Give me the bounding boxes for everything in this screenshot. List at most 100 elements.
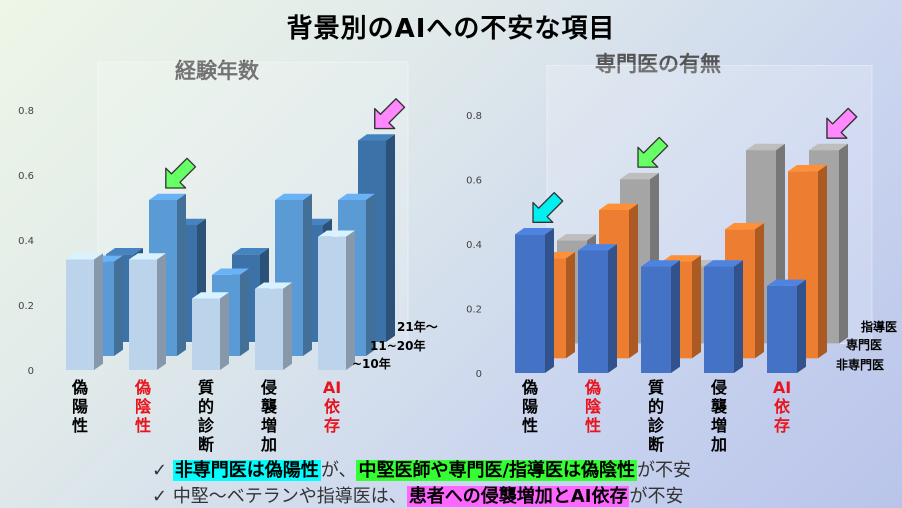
category-label: 質的診断 bbox=[648, 378, 665, 454]
bar-top bbox=[255, 282, 292, 289]
bar-side bbox=[346, 230, 355, 370]
bar-front bbox=[641, 266, 671, 373]
bar-front bbox=[66, 259, 94, 370]
bar-side bbox=[692, 255, 701, 359]
series-label: 21年～ bbox=[397, 319, 438, 334]
category-label: 偽陰性 bbox=[584, 378, 602, 435]
y-tick-label: 0.6 bbox=[466, 176, 482, 187]
y-tick-label: 0.8 bbox=[466, 111, 482, 122]
bar-side bbox=[114, 255, 123, 356]
category-label: AI 依存 bbox=[323, 378, 341, 435]
category-label: 偽陰性 bbox=[134, 378, 152, 435]
bar-top bbox=[106, 247, 143, 255]
bar-top bbox=[318, 230, 355, 237]
bar-top bbox=[662, 255, 701, 262]
bar-front bbox=[767, 285, 797, 373]
series-label: 専門医 bbox=[846, 337, 882, 352]
y-tick-label: 0 bbox=[476, 369, 482, 380]
bar-top bbox=[767, 279, 806, 286]
bar-top bbox=[599, 203, 638, 210]
highlight-arrow bbox=[374, 98, 406, 130]
bar-top bbox=[704, 260, 743, 267]
bar-top bbox=[557, 234, 596, 241]
bar-side bbox=[94, 253, 103, 370]
bar bbox=[192, 292, 229, 370]
check-mark-icon: ✓ bbox=[152, 486, 173, 507]
category-label: 侵襲増加 bbox=[710, 378, 728, 454]
bar-top bbox=[578, 244, 617, 251]
y-tick-label: 0.2 bbox=[466, 305, 482, 316]
bar-top bbox=[129, 253, 166, 260]
bar-side bbox=[283, 282, 292, 370]
bar-side bbox=[839, 143, 848, 344]
series-label: 非専門医 bbox=[836, 357, 884, 372]
bar-side bbox=[303, 193, 312, 356]
y-tick-label: 0.4 bbox=[18, 236, 34, 247]
category-label: 質的診断 bbox=[198, 378, 215, 454]
bar-top bbox=[338, 193, 375, 200]
bar bbox=[578, 244, 617, 373]
series-label: 指導医 bbox=[861, 319, 897, 334]
bar-side bbox=[797, 279, 806, 373]
note-line-2: ✓ 中堅～ベテランや指導医は、 患者への侵襲増加とAI依存 が不安 bbox=[152, 482, 683, 508]
bar-top bbox=[620, 172, 659, 180]
bar-front bbox=[515, 234, 545, 373]
slide-title: 背景別のAIへの不安な項目 bbox=[286, 14, 616, 44]
chart-title-specialist: 専門医の有無 bbox=[595, 52, 721, 76]
bar-side bbox=[629, 203, 638, 359]
highlighted-text: 非専門医は偽陽性 bbox=[172, 460, 321, 481]
bar bbox=[515, 228, 554, 373]
note-line-1: ✓ 非専門医は偽陽性 が、 中堅医師や専門医/指導医は偽陰性 が不安 bbox=[152, 456, 691, 482]
highlighted-text: 患者への侵襲増加とAI依存 bbox=[406, 486, 630, 507]
bar-top bbox=[192, 292, 229, 299]
bar-front bbox=[578, 250, 608, 373]
bar-side bbox=[566, 252, 575, 359]
bar-side bbox=[608, 244, 617, 373]
bar bbox=[318, 230, 355, 370]
highlight-arrow bbox=[637, 136, 669, 168]
bar-side bbox=[366, 193, 375, 356]
y-tick-label: 0 bbox=[28, 366, 34, 377]
bar bbox=[66, 253, 103, 370]
bar-side bbox=[818, 164, 827, 359]
highlight-arrow bbox=[165, 157, 197, 189]
bar bbox=[641, 260, 680, 373]
note-text: が、 bbox=[320, 460, 357, 481]
series-label: 11~20年 bbox=[370, 338, 425, 353]
bar-side bbox=[734, 260, 743, 373]
note-text: が不安 bbox=[629, 486, 684, 507]
category-label: 侵襲増加 bbox=[260, 378, 278, 454]
category-label: 偽陽性 bbox=[521, 378, 538, 435]
bar-top bbox=[358, 134, 395, 141]
bar bbox=[255, 282, 292, 370]
bar-side bbox=[220, 292, 229, 370]
bar-front bbox=[192, 298, 220, 370]
bar-top bbox=[725, 223, 764, 230]
bar-top bbox=[746, 143, 785, 151]
y-tick-label: 0.8 bbox=[18, 106, 34, 117]
y-tick-label: 0.4 bbox=[466, 240, 482, 251]
note-text: 中堅～ベテランや指導医は、 bbox=[172, 486, 407, 507]
bar-side bbox=[671, 260, 680, 373]
highlight-arrow bbox=[532, 191, 564, 223]
series-label: ~10年 bbox=[352, 356, 391, 371]
bar-top bbox=[232, 247, 269, 255]
bar-front bbox=[255, 288, 283, 370]
bar-top bbox=[515, 228, 554, 235]
y-tick-label: 0.6 bbox=[18, 171, 34, 182]
highlighted-text: 中堅医師や専門医/指導医は偽陰性 bbox=[356, 460, 638, 481]
bar-side bbox=[755, 223, 764, 359]
bar-side bbox=[240, 268, 249, 356]
bar-top bbox=[212, 268, 249, 275]
bar-top bbox=[809, 143, 848, 151]
bar-side bbox=[177, 193, 186, 356]
bar bbox=[767, 279, 806, 373]
bar-top bbox=[788, 164, 827, 172]
bar-front bbox=[129, 259, 157, 370]
check-mark-icon: ✓ bbox=[152, 460, 173, 481]
bar-side bbox=[545, 228, 554, 373]
bar-top bbox=[641, 260, 680, 267]
bar bbox=[704, 260, 743, 373]
bar-side bbox=[386, 134, 395, 342]
